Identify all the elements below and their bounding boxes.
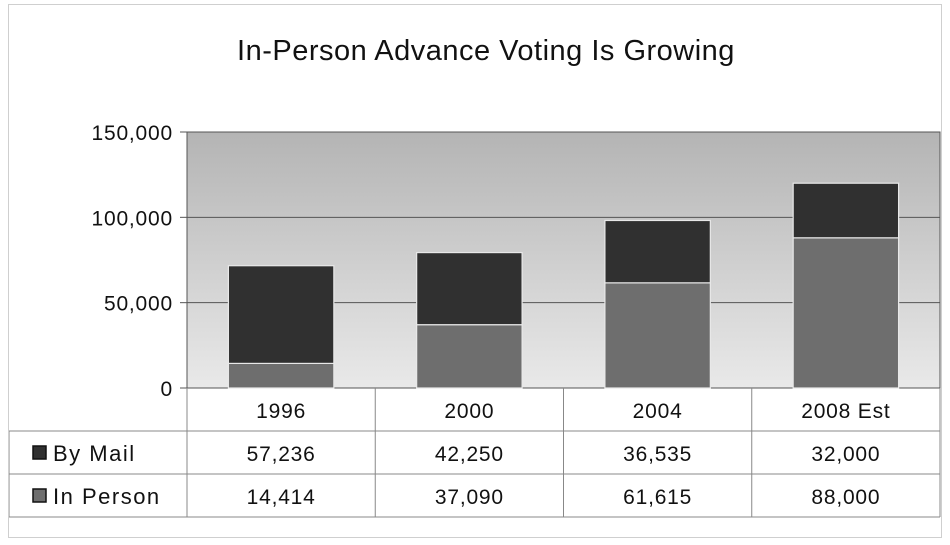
table-cell-value: 61,615 (623, 486, 692, 509)
y-tick-label: 50,000 (104, 293, 173, 316)
chart-title: In-Person Advance Voting Is Growing (237, 35, 735, 67)
y-tick-label: 100,000 (91, 207, 173, 230)
y-tick-label: 0 (161, 378, 173, 401)
table-row-label: In Person (53, 484, 161, 509)
category-label: 2008 Est (801, 400, 890, 423)
bar-in-person-2004 (604, 282, 711, 389)
table-cell-value: 57,236 (247, 443, 316, 466)
bar-in-person-2000 (416, 324, 523, 389)
table-row-label: By Mail (53, 441, 136, 466)
bar-by-mail-2004 (604, 219, 711, 284)
chart-frame: In-Person Advance Voting Is Growing 0 50,… (8, 4, 942, 538)
bar-by-mail-2000 (416, 251, 523, 326)
category-label: 1996 (256, 400, 306, 423)
y-tick-label: 150,000 (91, 122, 173, 145)
bar-by-mail-1996 (227, 265, 335, 365)
table-cell-value: 42,250 (435, 443, 504, 466)
legend-key-by-mail (32, 445, 47, 460)
table-cell-value: 37,090 (435, 486, 504, 509)
table-cell-value: 32,000 (811, 443, 880, 466)
table-cell-value: 88,000 (811, 486, 880, 509)
bar-in-person-2008-est (792, 237, 900, 389)
table-cell-value: 36,535 (623, 443, 692, 466)
chart-svg: In-Person Advance Voting Is Growing 0 50,… (9, 35, 941, 518)
table-cell-value: 14,414 (247, 486, 316, 509)
legend-key-in-person (32, 488, 47, 503)
bar-in-person-1996 (227, 362, 335, 389)
bar-by-mail-2008-est (792, 182, 900, 239)
category-label: 2000 (444, 400, 494, 423)
category-label: 2004 (633, 400, 683, 423)
